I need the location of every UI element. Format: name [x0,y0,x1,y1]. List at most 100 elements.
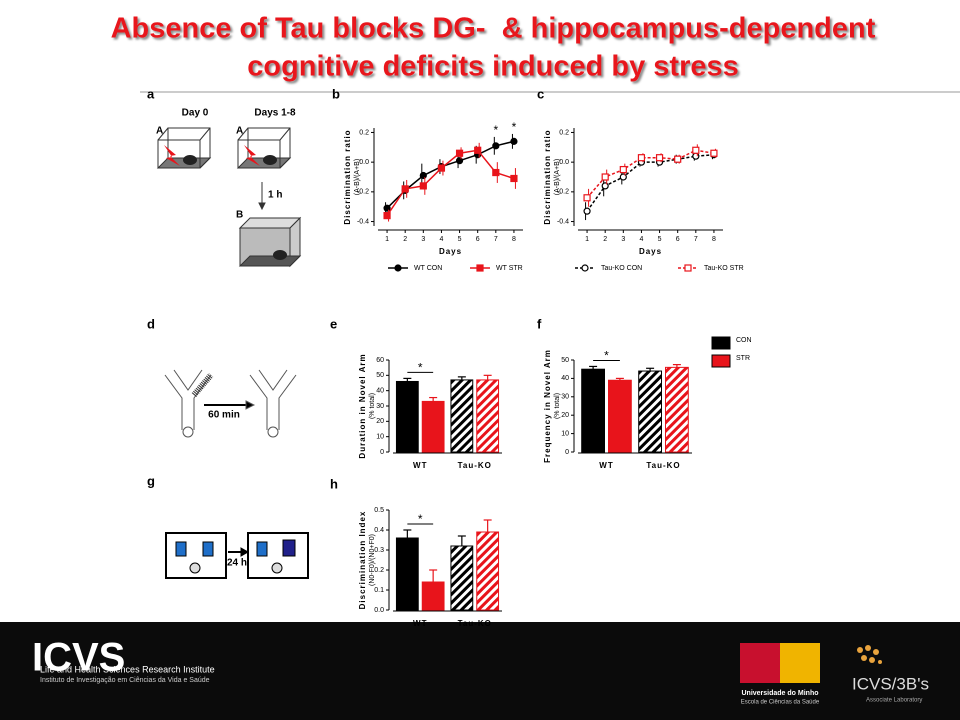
y-tick-label: 50 [376,372,384,379]
y-tick-label: -0.4 [557,218,569,225]
y-tick-label: 0.0 [359,159,369,166]
y-tick-label: 0.2 [559,129,569,136]
data-point [383,204,391,212]
university-logo [740,643,780,683]
legend-marker [581,264,589,272]
legend-swatch [711,354,731,368]
panel-label: g [147,473,155,488]
x-tick-label: WT [413,461,427,470]
data-point [383,212,391,220]
panel-label: d [147,316,155,331]
diagram-a: Day 0 Days 1-8 A A B 1 h [156,108,302,268]
slide-title: cognitive deficits induced by stress [247,51,739,83]
x-tick-label: WT [599,461,613,470]
y-axis-label: Duration in Novel Arm [358,353,367,458]
data-point [583,207,591,215]
diagram-text: A [156,126,163,137]
legend-marker [684,264,692,272]
y-axis-label: Discrimination ratio [543,129,552,224]
y-tick-label: 40 [376,388,384,395]
footer-text: Universidade do Minho [741,690,818,697]
y-tick-label: 0 [565,449,569,456]
bar [450,379,474,453]
bar [421,400,445,453]
y-tick-label: 20 [561,412,569,419]
annotation: * [493,123,498,137]
diagram-text: A [236,126,243,137]
diagram-text: 1 h [268,190,282,201]
panel-label: b [332,86,340,101]
annotation: * [418,512,423,526]
y-tick-label: 10 [376,434,384,441]
x-tick-label: 7 [494,236,498,243]
x-tick-label: 4 [439,236,443,243]
x-tick-label: 8 [512,236,516,243]
y-tick-label: 20 [376,418,384,425]
data-point [455,149,464,157]
panel-label: f [537,316,542,331]
data-point [419,182,427,190]
data-point [710,149,718,157]
bar [395,537,419,611]
y-tick-label: -0.2 [557,189,569,196]
diagram-g: 24 h [165,532,309,579]
legend-label: Tau-KO CON [601,265,642,272]
data-point [692,146,700,154]
y-tick-label: 0.2 [359,129,369,136]
data-point [655,154,664,162]
diagram-text: Days 1-8 [254,108,296,119]
legend-label: Tau-KO STR [704,265,744,272]
x-tick-label: WT [413,619,427,628]
data-point [619,165,627,174]
footer-text: Instituto de Investigação em Ciências da… [40,677,210,684]
panel-label: h [330,476,338,491]
x-tick-label: 8 [712,236,716,243]
y-tick-label: 0.1 [374,587,384,594]
bar [638,370,663,453]
data-point [692,152,700,160]
bar [476,531,500,611]
annotation: * [512,120,517,134]
y-tick-label: 30 [376,403,384,410]
x-tick-label: Tau-KO [458,619,492,628]
data-point [437,164,446,172]
y-axis-label: (N0-F0)/(N0+F0) [369,534,376,586]
footer-text: Associate Laboratory [866,698,922,704]
legend-label: WT CON [414,265,442,272]
y-tick-label: 0.3 [374,547,384,554]
data-point [492,142,500,150]
panel-label: a [147,86,155,101]
data-point [419,171,427,180]
data-point [455,157,464,165]
y-axis-label: Frequency in Novel Arm [543,349,552,463]
legend-marker [476,264,484,272]
diagram-text: B [236,210,243,221]
x-tick-label: 3 [421,236,425,243]
data-point [583,194,591,202]
x-tick-label: 4 [639,236,643,243]
data-point [601,182,609,190]
y-axis-label: (A-B)/(A+B) [554,159,561,195]
legend-marker [394,264,402,272]
panel-label: c [537,86,544,101]
lab-logo [857,645,882,664]
bar [581,368,606,453]
y-tick-label: 0 [380,449,384,456]
y-tick-label: 30 [561,394,569,401]
legend-label: CON [736,337,752,344]
y-tick-label: 0.0 [374,607,384,614]
y-axis-label: Discrimination ratio [343,129,352,224]
series-line [386,149,515,217]
y-tick-label: -0.4 [357,218,369,225]
x-tick-label: 2 [603,236,607,243]
x-tick-label: 6 [476,236,480,243]
footer-text: Life and Health Sciences Research Instit… [40,664,215,674]
x-tick-label: 1 [585,236,589,243]
x-tick-label: 5 [658,236,662,243]
footer-text: Escola de Ciências da Saúde [741,700,820,706]
y-axis-label: (% total) [554,393,561,419]
x-tick-label: 7 [694,236,698,243]
slide-title: Absence of Tau blocks DG- & hippocampus-… [111,13,876,45]
bar [608,379,632,453]
